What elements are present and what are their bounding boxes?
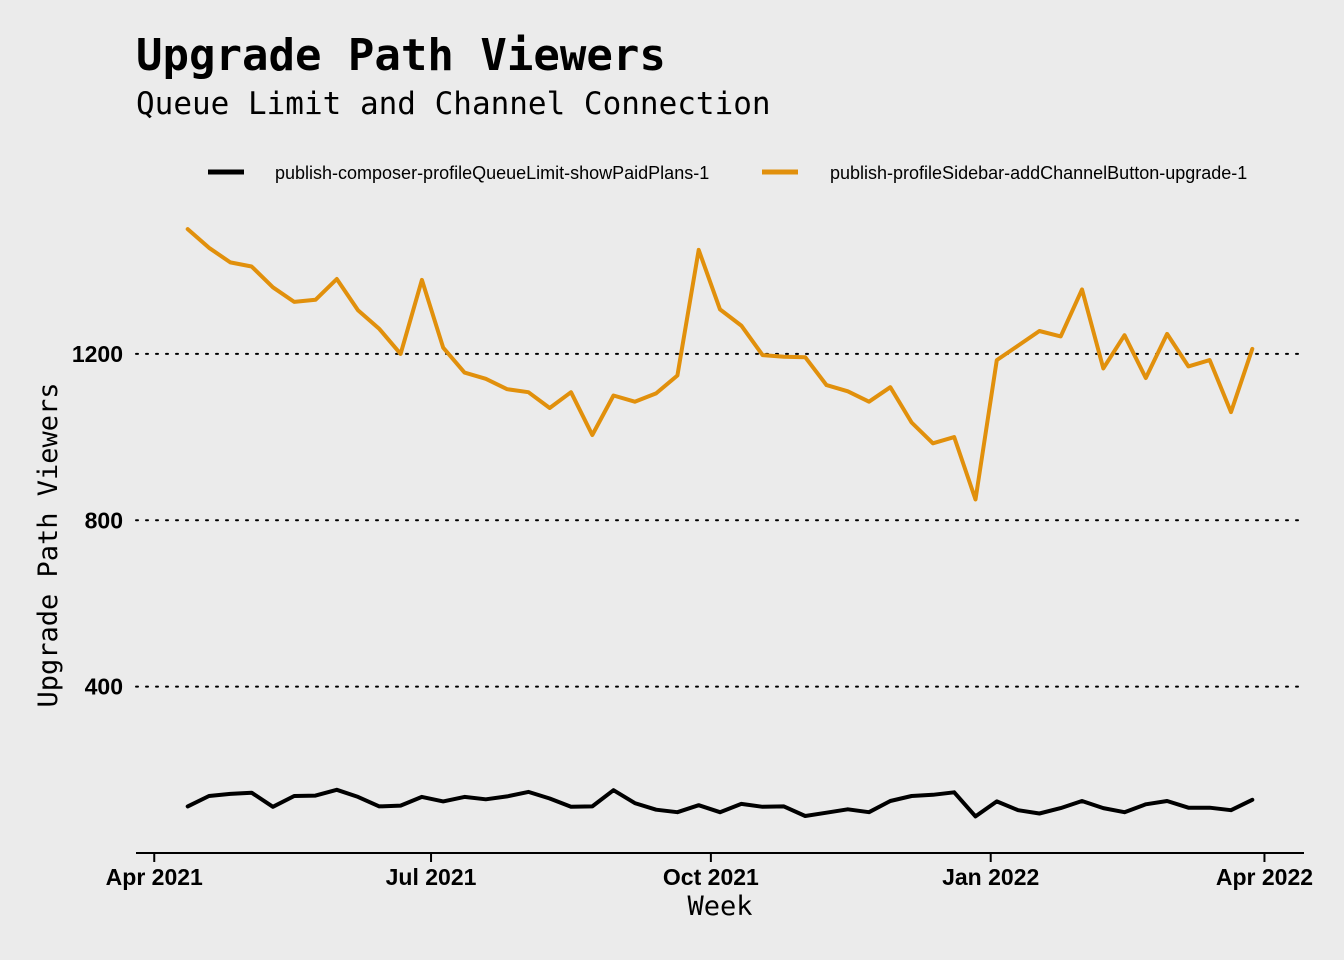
legend-label-queue-limit: publish-composer-profileQueueLimit-showP… (275, 163, 709, 183)
y-gridlines (135, 352, 1305, 688)
y-axis: 400 800 1200 (72, 341, 123, 700)
chart-subtitle: Queue Limit and Channel Connection (136, 86, 771, 122)
series-line-add-channel (185, 227, 1255, 502)
x-tick-label: Oct 2021 (663, 864, 759, 890)
x-axis: Apr 2021 Jul 2021 Oct 2021 Jan 2022 Apr 2022 (106, 853, 1313, 890)
y-tick-label: 800 (85, 507, 123, 533)
chart-title: Upgrade Path Viewers (136, 30, 666, 81)
x-axis-title: Week (687, 891, 752, 922)
y-tick-label: 400 (85, 674, 123, 700)
series-line-queue-limit (185, 787, 1255, 819)
x-tick-label: Apr 2022 (1216, 864, 1313, 890)
legend-item-queue-limit: publish-composer-profileQueueLimit-showP… (208, 163, 709, 183)
y-axis-title: Upgrade Path Viewers (33, 382, 64, 707)
legend-label-add-channel: publish-profileSidebar-addChannelButton-… (830, 163, 1247, 183)
y-tick-label: 1200 (72, 341, 123, 367)
legend-item-add-channel: publish-profileSidebar-addChannelButton-… (762, 163, 1247, 183)
plot-area (185, 227, 1255, 819)
x-tick-label: Jul 2021 (386, 864, 477, 890)
x-tick-label: Apr 2021 (106, 864, 203, 890)
x-tick-label: Jan 2022 (942, 864, 1039, 890)
legend: publish-composer-profileQueueLimit-showP… (208, 163, 1247, 183)
